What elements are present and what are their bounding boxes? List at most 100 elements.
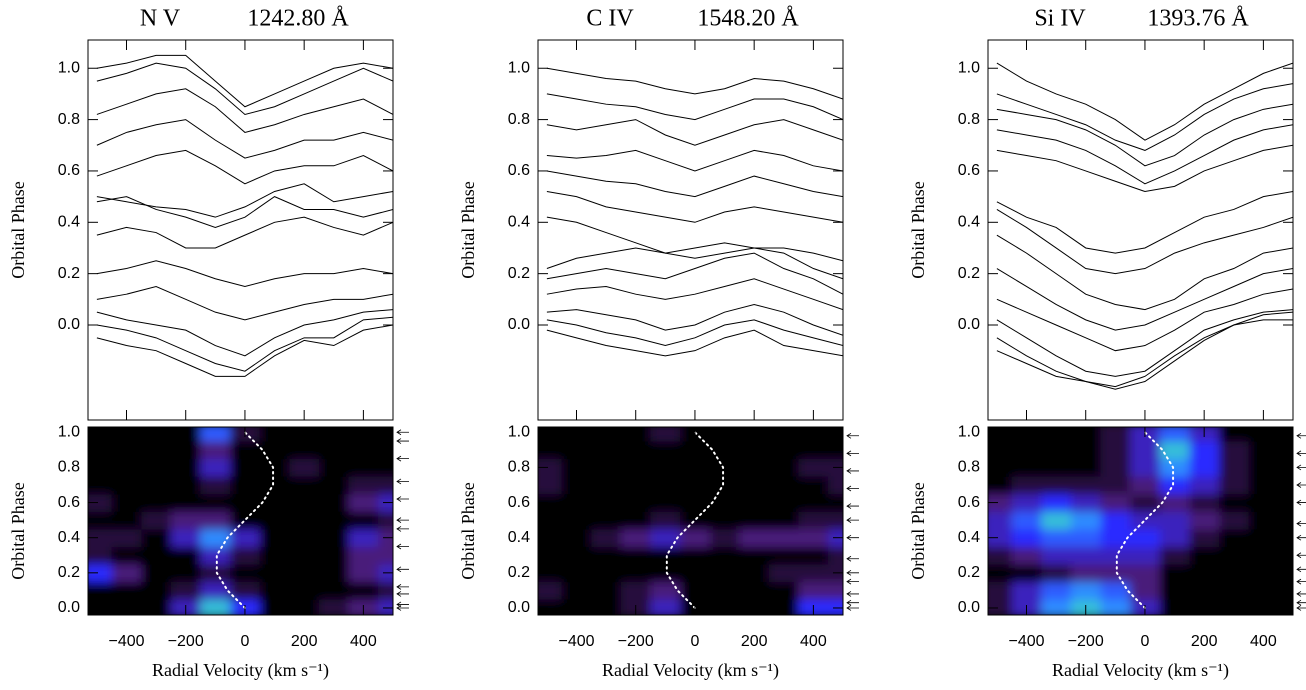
spectrogram-cell <box>1041 441 1072 460</box>
y-tick-label: 1.0 <box>508 59 530 76</box>
spectrogram-cell <box>620 476 652 495</box>
spectrogram-cell <box>318 528 350 547</box>
spectrogram-cell <box>88 476 113 495</box>
spectrogram-cell <box>591 581 622 600</box>
spectrogram-cell <box>709 581 740 600</box>
plot-frame <box>987 39 1294 421</box>
y-tick-label: 0.4 <box>58 529 80 546</box>
spectrogram-cell <box>318 458 350 477</box>
spectrogram-cell <box>709 427 740 442</box>
spectrogram-cell <box>709 458 740 477</box>
spectrogram-cell <box>1070 581 1102 600</box>
y-tick-label: 0.6 <box>508 162 530 179</box>
spectrogram-cell <box>1070 564 1102 583</box>
profile-line <box>546 242 843 280</box>
spectrogram-cell <box>1248 581 1279 600</box>
phase-arrow <box>846 605 859 611</box>
spectrogram-cell <box>1159 528 1190 547</box>
spectrogram-cell <box>200 599 231 615</box>
spectrogram-cell <box>200 441 231 460</box>
spectrogram-cell <box>709 599 740 615</box>
spectrogram-cell <box>1278 581 1293 600</box>
y-tick-label: 0.0 <box>508 316 530 333</box>
spectrogram-cell <box>141 476 172 495</box>
spectrogram-cell <box>1041 564 1072 583</box>
spectrogram-cell <box>1159 458 1190 477</box>
y-tick-label: 0.0 <box>58 316 80 333</box>
spectrogram-cell <box>591 528 622 547</box>
spectrogram-cell <box>141 599 172 615</box>
y-tick-label: 1.0 <box>58 423 80 440</box>
y-tick-label: 0.6 <box>958 494 980 511</box>
spectrogram-cell <box>650 581 681 600</box>
profile-line <box>996 311 1293 390</box>
spectrogram-cell <box>1248 511 1279 530</box>
phase-arrow <box>1296 599 1306 606</box>
x-tick-label: 400 <box>350 633 377 650</box>
spectrogram-cells <box>88 427 393 615</box>
phase-arrow <box>1296 464 1306 471</box>
spectrogram-cell <box>709 476 740 495</box>
spectrogram-cell <box>828 581 843 600</box>
spectrogram-cell <box>230 528 261 547</box>
profile-line <box>96 149 393 185</box>
spectrogram-cell <box>289 441 320 460</box>
phase-arrow <box>396 526 409 532</box>
spectrogram-cell <box>1218 581 1250 600</box>
spectrogram-cell <box>538 427 563 442</box>
plot-frame <box>537 426 844 616</box>
spectrogram-cell <box>680 581 711 600</box>
spectrogram-cell <box>1218 476 1250 495</box>
spectrogram-cell <box>591 427 622 442</box>
spectrogram-cell <box>318 476 350 495</box>
spectrogram-cell <box>709 511 740 530</box>
profile-line <box>546 329 843 357</box>
phase-arrow <box>846 485 859 492</box>
phase-arrow <box>1296 591 1306 597</box>
spectrogram-cell <box>348 441 379 460</box>
spectrogram-cell <box>1100 564 1131 583</box>
spectrogram-cell <box>111 476 142 495</box>
spectrogram-cell <box>289 581 320 600</box>
spectrogram <box>988 427 1293 615</box>
spectrogram-cell <box>88 599 113 615</box>
phase-arrow <box>396 438 409 444</box>
x-tick-label: 0 <box>690 633 699 650</box>
y-tick-label: 0.8 <box>58 111 80 128</box>
x-tick-label: 0 <box>1140 633 1149 650</box>
spectrogram-cell <box>988 564 1013 583</box>
spectrogram-cell <box>348 458 379 477</box>
spectrogram-cell <box>988 427 1013 442</box>
spectrogram-cell <box>348 581 379 600</box>
spectrogram-cell <box>1130 546 1161 565</box>
spectrogram-cell <box>988 511 1013 530</box>
spectrogram-cell <box>591 458 622 477</box>
panel-wavelength: 1242.80 Å <box>247 6 349 32</box>
profile-line <box>96 196 393 228</box>
y-axis-label: Orbital Phase <box>458 482 478 579</box>
profile-line <box>96 88 393 133</box>
spectrogram-cell <box>111 441 142 460</box>
spectrogram-cell <box>1130 441 1161 460</box>
x-tick-label: 400 <box>1250 633 1277 650</box>
profiles <box>546 67 843 357</box>
spectrogram-cell <box>1011 476 1042 495</box>
spectrogram-cell <box>798 458 829 477</box>
plot-frame <box>987 426 1294 616</box>
spectrogram-cell <box>709 441 740 460</box>
spectrogram-cell <box>561 564 592 583</box>
spectrogram-cell <box>828 546 843 565</box>
spectrogram-cell <box>141 493 172 512</box>
spectrogram-cell <box>538 458 563 477</box>
spectrogram-cell <box>170 564 202 583</box>
spectrogram-cell <box>1159 476 1190 495</box>
spectrogram-cell <box>561 511 592 530</box>
y-tick-label: 0.2 <box>508 265 530 282</box>
spectrogram-cell <box>1041 528 1072 547</box>
spectrogram-cell <box>768 476 800 495</box>
y-tick-label: 0.2 <box>508 564 530 581</box>
y-tick-label: 1.0 <box>958 423 980 440</box>
spectrogram-cell <box>170 546 202 565</box>
spectrogram-cell <box>1130 458 1161 477</box>
spectrogram-cell <box>561 458 592 477</box>
